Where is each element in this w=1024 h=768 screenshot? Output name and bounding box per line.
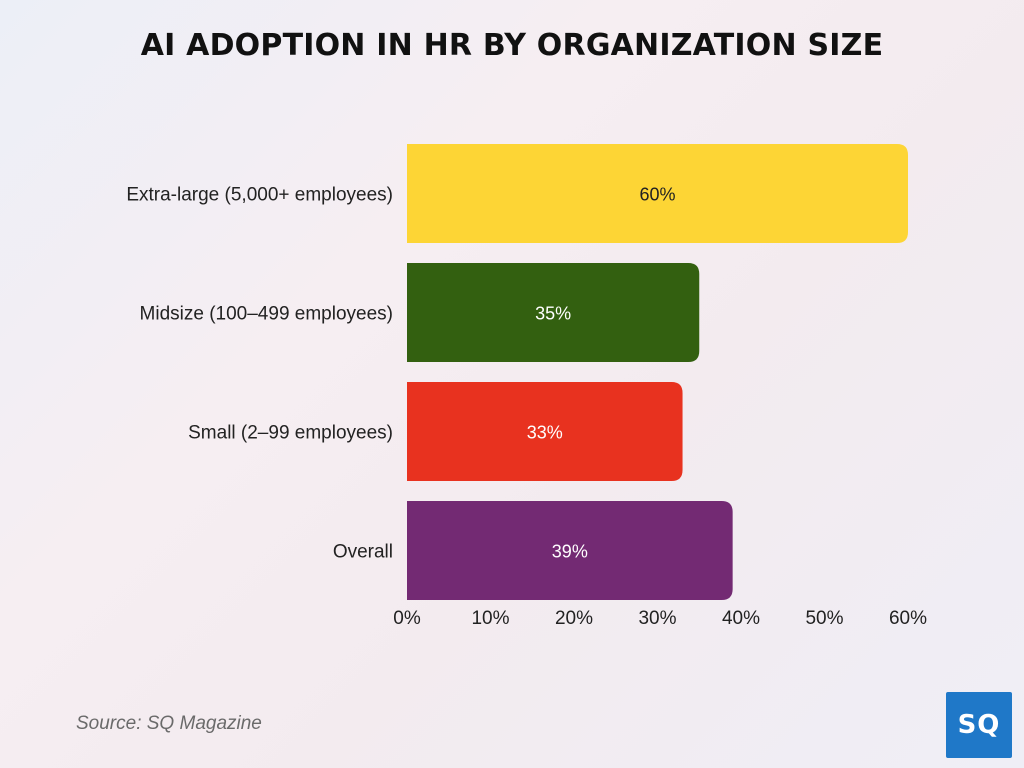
x-tick-label: 10% [471, 608, 509, 629]
logo-text: SQ [957, 710, 1001, 740]
bar-3 [407, 501, 733, 600]
category-label: Midsize (100–499 employees) [140, 304, 393, 325]
bar-value-label: 60% [639, 185, 675, 205]
chart-title: AI ADOPTION IN HR BY ORGANIZATION SIZE [140, 28, 884, 63]
bar-1 [407, 263, 700, 362]
x-tick-label: 60% [889, 608, 927, 629]
bars-layer: 60% 35% 33% 39% [407, 144, 908, 600]
sq-logo: SQ [946, 692, 1012, 758]
source-note: Source: SQ Magazine [76, 713, 262, 734]
bar-value-label: 35% [535, 304, 571, 324]
x-tick-label: 50% [805, 608, 843, 629]
category-labels: Extra-large (5,000+ employees) Midsize (1… [126, 185, 393, 563]
category-label: Small (2–99 employees) [188, 423, 393, 444]
category-label: Overall [333, 542, 393, 563]
x-axis-ticks: 0% 10% 20% 30% 40% 50% 60% [393, 608, 927, 629]
x-tick-label: 30% [638, 608, 676, 629]
bar-2 [407, 382, 683, 481]
bar-0 [407, 144, 908, 243]
category-label: Extra-large (5,000+ employees) [126, 185, 393, 206]
bar-value-label: 33% [527, 423, 563, 443]
x-tick-label: 40% [722, 608, 760, 629]
bar-value-label: 39% [552, 542, 588, 562]
x-tick-label: 0% [393, 608, 421, 629]
x-tick-label: 20% [555, 608, 593, 629]
bar-chart: 60% 35% 33% 39% Extra-large (5,000+ employe… [126, 144, 927, 629]
